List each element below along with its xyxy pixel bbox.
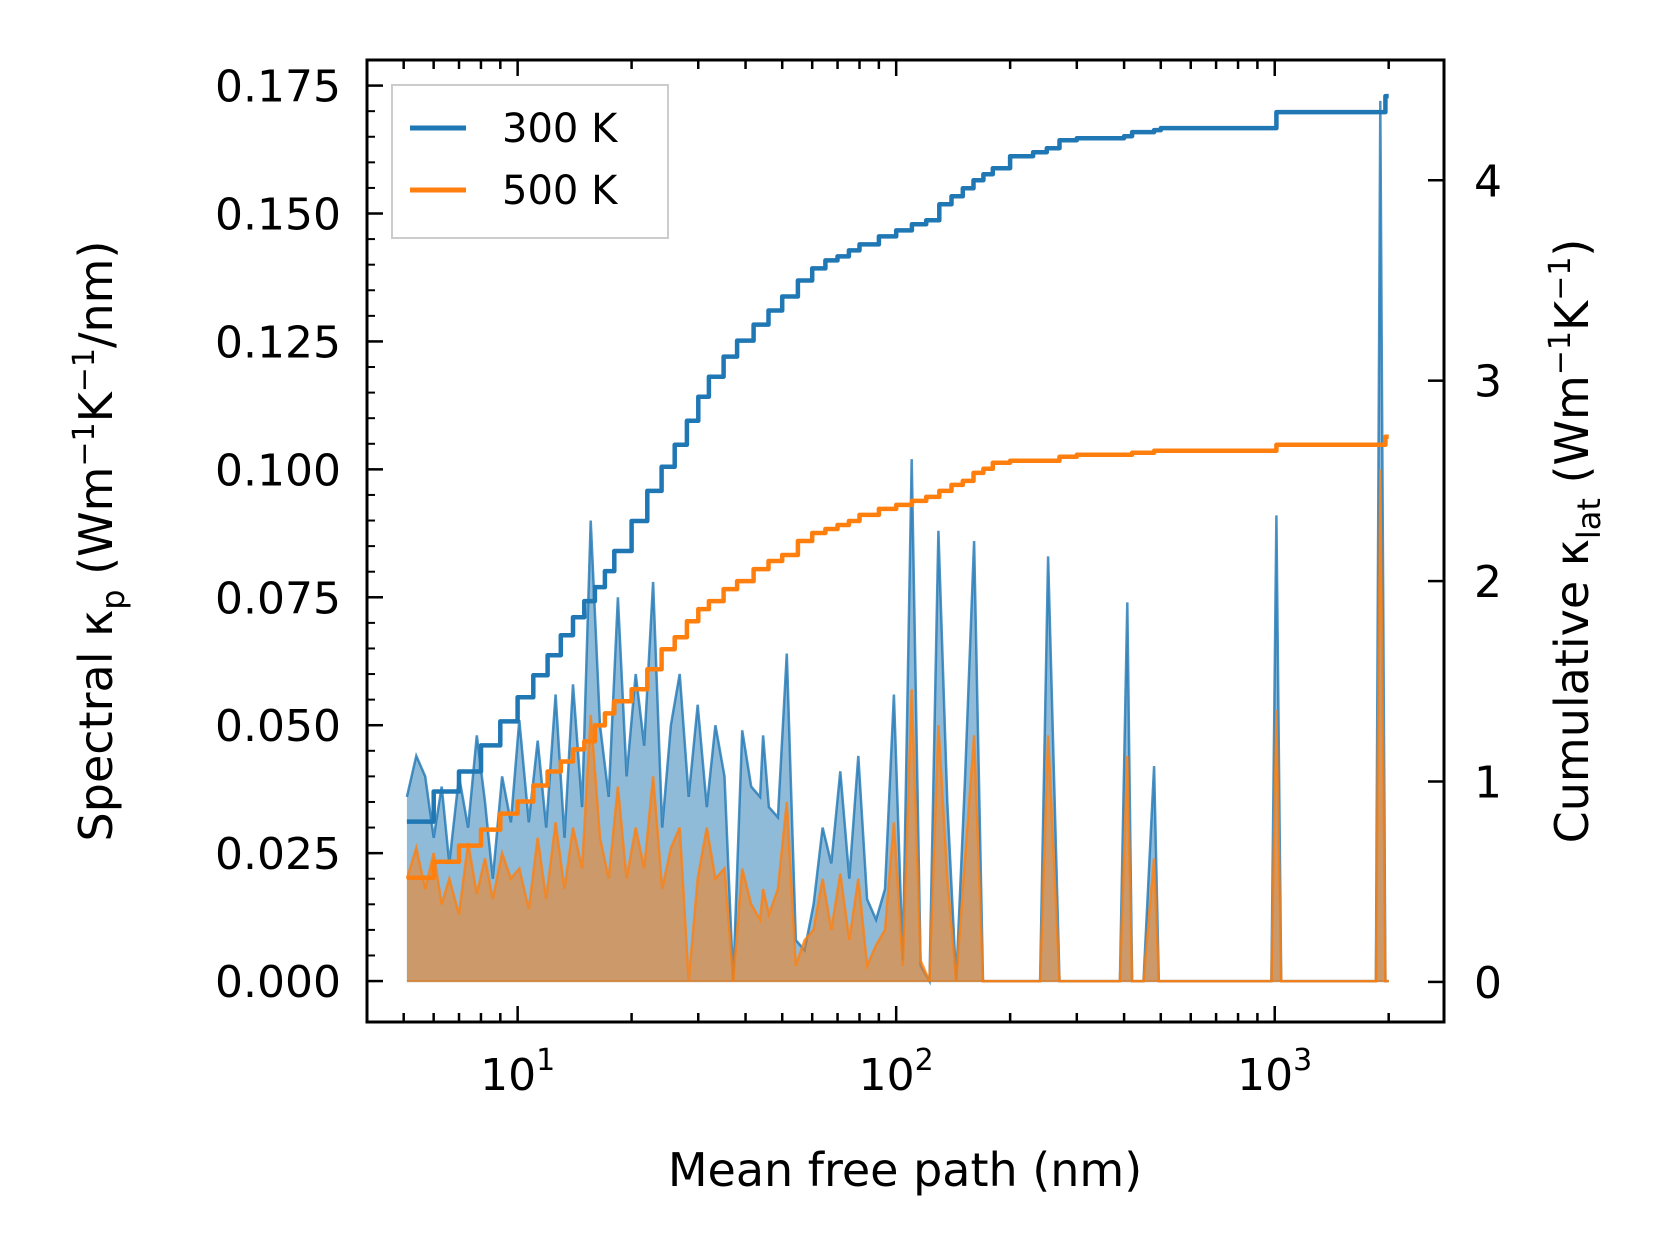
right-y-axis-label: Cumulative κlat (Wm−1K−1)	[1543, 239, 1608, 844]
left-y-axis-label: Spectral κp (Wm−1K−1/nm)	[67, 241, 132, 842]
plot-frame	[365, 58, 1446, 1024]
y-left-tick-label: 0.150	[215, 190, 341, 241]
legend-box	[391, 84, 669, 239]
spectral-fill-0	[406, 100, 1389, 982]
cumulative-line-0	[406, 93, 1389, 824]
y-right-tick-label: 3	[1474, 357, 1502, 408]
right-y-axis: 0 1 2 3 4	[1428, 156, 1502, 1009]
y-left-tick-label: 0.000	[215, 957, 341, 1008]
y-left-tick-label: 0.075	[215, 573, 341, 624]
y-left-tick-label: 0.125	[215, 317, 341, 368]
y-left-tick-label: 0.050	[215, 701, 341, 752]
y-right-tick-label: 2	[1474, 557, 1502, 608]
y-left-tick-label: 0.175	[215, 62, 341, 113]
y-right-tick-label: 4	[1474, 156, 1502, 207]
legend-label-300k: 300 K	[502, 106, 619, 152]
x-tick-label: 103	[1237, 1043, 1312, 1101]
cumulative-line-1	[406, 434, 1389, 880]
x-tick-label: 102	[859, 1043, 934, 1101]
legend: 300 K 500 K	[391, 84, 669, 239]
legend-label-500k: 500 K	[502, 168, 619, 214]
y-left-tick-label: 0.025	[215, 829, 341, 880]
x-axis-label: Mean free path (nm)	[668, 1143, 1142, 1197]
spectral-fill-1	[406, 469, 1389, 982]
y-right-tick-label: 0	[1474, 958, 1502, 1009]
x-tick-label: 101	[480, 1043, 555, 1101]
y-right-tick-label: 1	[1474, 758, 1502, 809]
y-left-tick-label: 0.100	[215, 445, 341, 496]
plot-area	[405, 93, 1389, 986]
